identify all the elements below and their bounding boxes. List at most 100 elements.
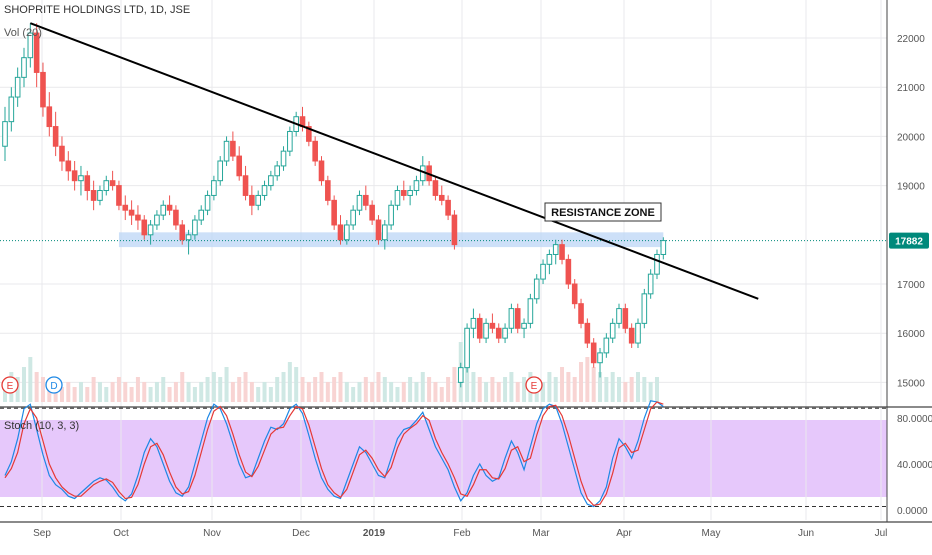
candle-body[interactable] <box>154 214 160 226</box>
volume-label[interactable]: Vol (20) <box>4 27 42 39</box>
candle-body[interactable] <box>249 194 255 206</box>
candle-body[interactable] <box>445 199 451 216</box>
trendline[interactable] <box>29 22 759 300</box>
candle-body[interactable] <box>609 322 616 339</box>
candle-body[interactable] <box>312 140 318 162</box>
candle-body[interactable] <box>230 140 236 157</box>
candle-body[interactable] <box>223 140 230 162</box>
candle-body[interactable] <box>584 322 591 344</box>
candle-body[interactable] <box>27 32 34 59</box>
candle-body[interactable] <box>400 190 407 196</box>
candle-body[interactable] <box>552 244 559 255</box>
candle-body[interactable] <box>616 308 622 324</box>
candle-body[interactable] <box>8 96 15 123</box>
candle-body[interactable] <box>141 219 148 236</box>
candle-body[interactable] <box>533 278 540 300</box>
candle-body[interactable] <box>21 57 27 78</box>
candle-body[interactable] <box>654 253 660 275</box>
candle-body[interactable] <box>198 209 205 221</box>
candle-body[interactable] <box>457 367 464 383</box>
candle-body[interactable] <box>160 204 167 216</box>
earnings-badge[interactable] <box>1 376 19 394</box>
candle-body[interactable] <box>597 352 603 364</box>
candle-body[interactable] <box>382 224 388 241</box>
candle-body[interactable] <box>388 204 394 226</box>
candle-body[interactable] <box>565 258 572 285</box>
candle-body[interactable] <box>204 194 211 211</box>
candle-body[interactable] <box>464 327 470 369</box>
candle-body[interactable] <box>483 322 489 339</box>
candle-body[interactable] <box>236 155 243 177</box>
candle-body[interactable] <box>438 194 445 201</box>
candle-body[interactable] <box>147 224 154 236</box>
candle-body[interactable] <box>331 199 337 226</box>
earnings-mar-badge-label[interactable]: E <box>531 381 538 392</box>
candle-body[interactable] <box>590 342 597 364</box>
candle-body[interactable] <box>135 214 141 221</box>
candle-body[interactable] <box>97 190 103 201</box>
candle-body[interactable] <box>287 130 293 152</box>
candle-body[interactable] <box>306 126 312 142</box>
candle-body[interactable] <box>407 190 413 196</box>
candle-body[interactable] <box>546 253 553 265</box>
candle-body[interactable] <box>508 308 515 329</box>
resistance-zone-label[interactable]: RESISTANCE ZONE <box>551 207 655 219</box>
candle-body[interactable] <box>103 180 110 192</box>
candle-body[interactable] <box>268 175 274 187</box>
symbol-title[interactable]: SHOPRITE HOLDINGS LTD, 1D, JSE <box>4 4 191 16</box>
candle-body[interactable] <box>451 214 458 246</box>
stoch-d-line[interactable] <box>4 401 664 507</box>
earnings-mar-badge[interactable] <box>525 376 543 394</box>
candle-body[interactable] <box>540 263 546 280</box>
candle-body[interactable] <box>470 317 477 329</box>
candle-body[interactable] <box>14 76 21 98</box>
candle-body[interactable] <box>33 32 40 73</box>
candle-body[interactable] <box>280 150 287 167</box>
candle-body[interactable] <box>337 224 344 241</box>
earnings-badge-label[interactable]: E <box>7 381 14 392</box>
candle-body[interactable] <box>78 175 84 182</box>
candle-body[interactable] <box>660 240 667 255</box>
candle-body[interactable] <box>128 209 135 216</box>
candle-body[interactable] <box>90 190 97 201</box>
candle-body[interactable] <box>84 175 91 192</box>
candle-body[interactable] <box>185 234 192 241</box>
candle-body[interactable] <box>65 160 72 172</box>
candle-body[interactable] <box>394 190 401 206</box>
candle-body[interactable] <box>166 204 173 211</box>
candle-body[interactable] <box>173 209 179 226</box>
candle-body[interactable] <box>52 126 59 147</box>
candle-body[interactable] <box>179 224 186 241</box>
candle-body[interactable] <box>369 204 375 221</box>
candle-body[interactable] <box>116 185 122 206</box>
candle-body[interactable] <box>527 298 534 324</box>
candle-body[interactable] <box>559 244 565 260</box>
candle-body[interactable] <box>211 180 217 196</box>
candle-body[interactable] <box>350 209 356 226</box>
candle-body[interactable] <box>622 308 629 329</box>
candle-body[interactable] <box>571 283 578 305</box>
stoch-label[interactable]: Stoch (10, 3, 3) <box>4 420 80 432</box>
candle-body[interactable] <box>641 293 648 324</box>
candle-body[interactable] <box>375 219 382 241</box>
candle-body[interactable] <box>356 194 363 211</box>
candle-body[interactable] <box>603 337 610 354</box>
candle-body[interactable] <box>489 322 496 329</box>
candle-body[interactable] <box>521 322 527 329</box>
candle-body[interactable] <box>274 165 280 177</box>
candle-body[interactable] <box>344 224 350 241</box>
resistance-zone-label-box[interactable] <box>544 202 662 222</box>
candle-body[interactable] <box>122 204 129 211</box>
candle-body[interactable] <box>502 327 508 339</box>
candle-body[interactable] <box>318 160 325 182</box>
candle-body[interactable] <box>628 327 635 344</box>
candle-body[interactable] <box>217 160 224 182</box>
candle-body[interactable] <box>514 308 521 329</box>
candle-body[interactable] <box>261 185 268 196</box>
candle-body[interactable] <box>363 194 369 206</box>
candle-body[interactable] <box>432 180 439 196</box>
candle-body[interactable] <box>495 327 502 339</box>
candle-body[interactable] <box>647 273 654 295</box>
candle-body[interactable] <box>109 180 116 187</box>
candle-body[interactable] <box>71 170 78 182</box>
